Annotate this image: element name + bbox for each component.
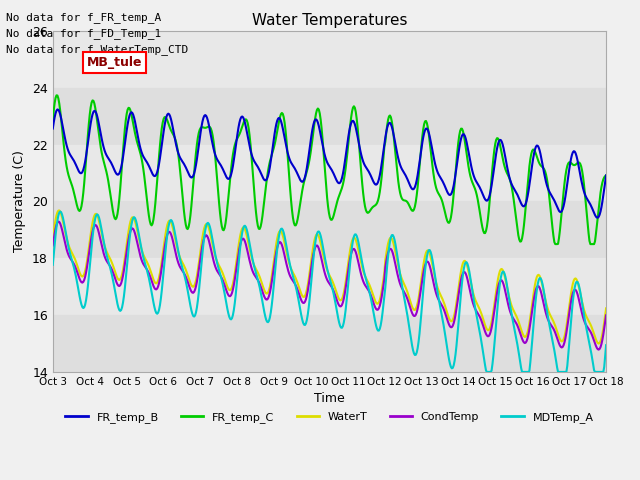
CondTemp: [467, 289, 474, 295]
WaterT: [49, 236, 56, 241]
FR_temp_C: [192, 150, 200, 156]
Line: FR_temp_C: FR_temp_C: [52, 96, 606, 244]
MDTemp_A: [419, 288, 427, 294]
FR_temp_C: [602, 172, 610, 178]
CondTemp: [192, 284, 200, 289]
WaterT: [56, 207, 63, 213]
MDTemp_A: [192, 310, 200, 315]
MDTemp_A: [483, 369, 491, 375]
Bar: [52, 202, 606, 258]
CondTemp: [419, 271, 427, 277]
CondTemp: [376, 303, 383, 309]
WaterT: [595, 341, 602, 347]
FR_temp_C: [148, 223, 156, 228]
WaterT: [602, 305, 610, 311]
FR_temp_C: [552, 241, 559, 247]
MDTemp_A: [49, 262, 56, 268]
WaterT: [148, 271, 156, 277]
Line: MDTemp_A: MDTemp_A: [52, 212, 606, 372]
WaterT: [467, 277, 474, 283]
MDTemp_A: [467, 275, 474, 280]
Text: No data for f_FD_Temp_1: No data for f_FD_Temp_1: [6, 28, 162, 39]
FR_temp_B: [467, 159, 474, 165]
CondTemp: [54, 219, 62, 225]
Text: No data for f_FR_temp_A: No data for f_FR_temp_A: [6, 12, 162, 23]
FR_temp_C: [376, 189, 383, 195]
FR_temp_C: [467, 173, 474, 179]
MDTemp_A: [376, 326, 383, 332]
Bar: [52, 258, 606, 315]
FR_temp_B: [300, 177, 308, 183]
X-axis label: Time: Time: [314, 392, 345, 405]
FR_temp_B: [376, 172, 383, 178]
Legend: FR_temp_B, FR_temp_C, WaterT, CondTemp, MDTemp_A: FR_temp_B, FR_temp_C, WaterT, CondTemp, …: [61, 408, 598, 428]
Bar: [52, 88, 606, 144]
CondTemp: [49, 242, 56, 248]
Line: FR_temp_B: FR_temp_B: [52, 109, 606, 217]
FR_temp_B: [602, 172, 610, 178]
WaterT: [300, 294, 308, 300]
FR_temp_C: [419, 127, 427, 132]
CondTemp: [602, 312, 610, 318]
Y-axis label: Temperature (C): Temperature (C): [13, 151, 26, 252]
MDTemp_A: [56, 209, 64, 215]
Line: WaterT: WaterT: [52, 210, 606, 344]
FR_temp_C: [52, 93, 60, 98]
MDTemp_A: [148, 289, 156, 295]
Bar: [52, 315, 606, 372]
Line: CondTemp: CondTemp: [52, 222, 606, 349]
CondTemp: [148, 278, 156, 284]
FR_temp_B: [49, 126, 56, 132]
FR_temp_B: [594, 215, 602, 220]
Text: MB_tule: MB_tule: [86, 56, 142, 69]
WaterT: [419, 264, 427, 269]
MDTemp_A: [602, 342, 610, 348]
Bar: [52, 144, 606, 202]
MDTemp_A: [300, 322, 308, 327]
WaterT: [376, 297, 383, 303]
FR_temp_B: [148, 169, 156, 175]
Text: No data for f_WaterTemp_CTD: No data for f_WaterTemp_CTD: [6, 44, 189, 55]
FR_temp_B: [419, 134, 427, 140]
CondTemp: [300, 300, 308, 306]
CondTemp: [595, 347, 602, 352]
FR_temp_C: [300, 179, 308, 185]
Bar: [52, 31, 606, 88]
FR_temp_B: [192, 162, 200, 168]
FR_temp_C: [49, 118, 56, 123]
FR_temp_B: [54, 107, 61, 112]
WaterT: [192, 277, 200, 283]
Title: Water Temperatures: Water Temperatures: [252, 13, 407, 28]
